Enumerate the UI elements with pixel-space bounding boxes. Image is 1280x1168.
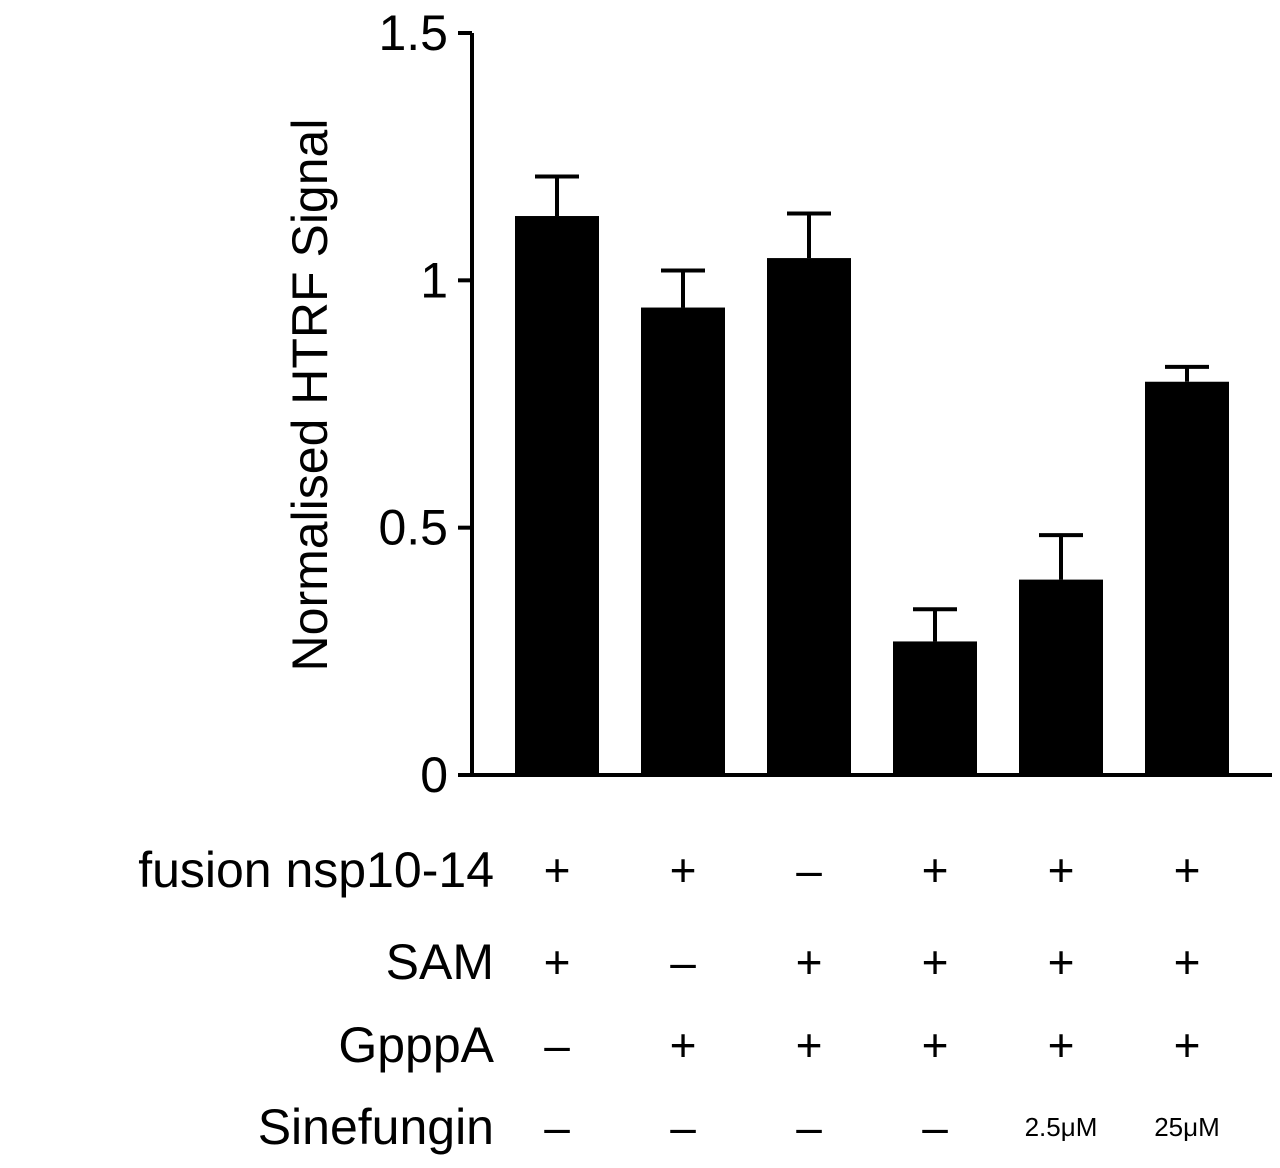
condition-sign: – <box>670 936 696 988</box>
condition-sign: + <box>544 844 571 896</box>
bar <box>1145 381 1229 775</box>
condition-sign: + <box>796 1019 823 1071</box>
condition-row-label: GpppA <box>338 1017 494 1073</box>
y-tick-label: 0.5 <box>378 500 448 556</box>
condition-sign: + <box>544 936 571 988</box>
y-axis-label: Normalised HTRF Signal <box>282 119 338 672</box>
condition-sign: – <box>796 1101 822 1153</box>
condition-row-label: SAM <box>386 934 494 990</box>
condition-row-label: Sinefungin <box>258 1099 494 1155</box>
bar <box>893 641 977 775</box>
condition-sign: + <box>1048 844 1075 896</box>
y-tick-label: 1.5 <box>378 5 448 61</box>
bar <box>767 258 851 775</box>
condition-sign: – <box>544 1019 570 1071</box>
y-tick-label: 1 <box>420 252 448 308</box>
y-tick-label: 0 <box>420 747 448 803</box>
bar <box>1019 579 1103 775</box>
y-ticks: 0 0.5 1 1.5 <box>378 5 472 803</box>
condition-concentration: 25μM <box>1154 1112 1220 1142</box>
condition-sign: – <box>796 844 822 896</box>
condition-sign: + <box>1048 1019 1075 1071</box>
condition-sign: + <box>1174 936 1201 988</box>
condition-row-label: fusion nsp10-14 <box>138 842 494 898</box>
condition-sign: + <box>922 936 949 988</box>
condition-sign: + <box>1048 936 1075 988</box>
condition-sign: – <box>670 1101 696 1153</box>
condition-sign: + <box>922 844 949 896</box>
condition-sign: + <box>670 844 697 896</box>
condition-sign: – <box>922 1101 948 1153</box>
condition-sign: + <box>670 1019 697 1071</box>
bars <box>515 174 1229 775</box>
condition-sign: + <box>1174 844 1201 896</box>
condition-table: fusion nsp10-14 + + – + + +SAM + – + + + +GpppA – + + + +… <box>138 842 1220 1155</box>
condition-sign: + <box>796 936 823 988</box>
condition-sign: + <box>1174 1019 1201 1071</box>
condition-sign: + <box>922 1019 949 1071</box>
bar <box>515 216 599 775</box>
condition-concentration: 2.5μM <box>1025 1112 1098 1142</box>
condition-sign: – <box>544 1101 570 1153</box>
bar <box>641 307 725 775</box>
